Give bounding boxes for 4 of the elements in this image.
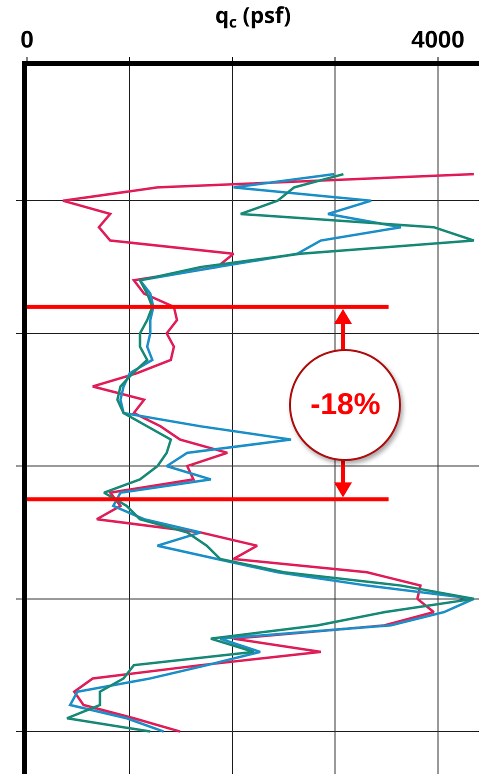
annotation: -18% [310, 388, 380, 422]
x-tick-label: 0 [20, 26, 34, 54]
x-tick-label: 4000 [411, 26, 465, 54]
x-axis-title: q$_{c}$ (psf) [215, 0, 291, 33]
